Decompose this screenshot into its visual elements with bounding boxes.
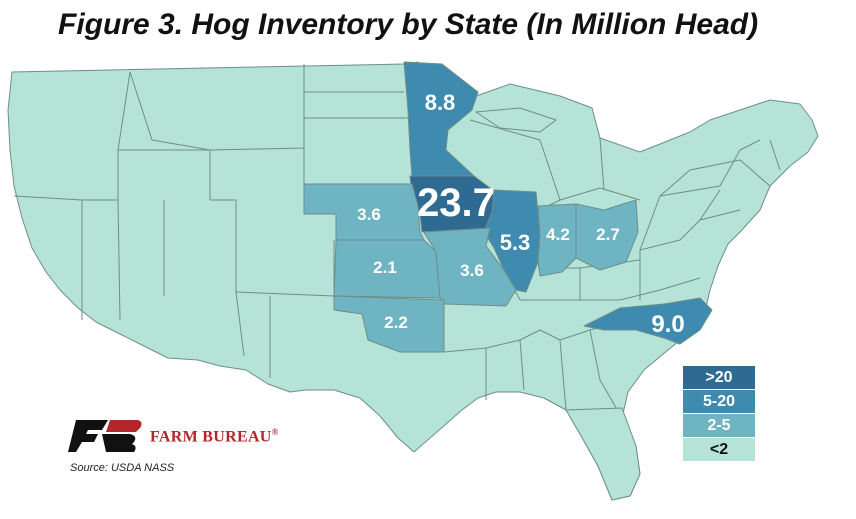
farm-bureau-logo-icon: [68, 420, 142, 452]
registered-mark: ®: [271, 427, 279, 437]
state-ohio: [575, 199, 639, 271]
label-oklahoma: 2.2: [384, 313, 408, 332]
legend-swatch-lt2: <2: [683, 438, 755, 462]
label-iowa: 23.7: [417, 181, 495, 225]
state-minnesota: [403, 61, 479, 177]
label-missouri: 3.6: [460, 261, 484, 280]
source-note: Source: USDA NASS: [70, 462, 175, 474]
label-minnesota: 8.8: [425, 90, 456, 115]
farm-bureau-wordmark: FARM BUREAU®: [150, 427, 279, 446]
label-ohio: 2.7: [596, 225, 620, 244]
legend-swatch-2-5: 2-5: [683, 414, 755, 438]
label-nebraska: 3.6: [357, 205, 381, 224]
label-illinois: 5.3: [500, 230, 531, 255]
label-north-carolina: 9.0: [651, 311, 684, 338]
state-north-carolina: [583, 297, 713, 345]
michigan-up: [475, 107, 557, 133]
florida: [565, 407, 641, 501]
state-missouri: [423, 227, 517, 307]
legend-swatch-5-20: 5-20: [683, 390, 755, 414]
legend-swatch-gt20: >20: [683, 366, 755, 390]
label-kansas: 2.1: [373, 258, 397, 277]
logo-text: FARM BUREAU: [150, 428, 272, 446]
label-indiana: 4.2: [546, 225, 570, 244]
map-title: Figure 3. Hog Inventory by State (In Mil…: [58, 8, 759, 41]
legend: >20 5-20 2-5 <2: [683, 366, 755, 462]
state-oklahoma: [333, 295, 445, 353]
